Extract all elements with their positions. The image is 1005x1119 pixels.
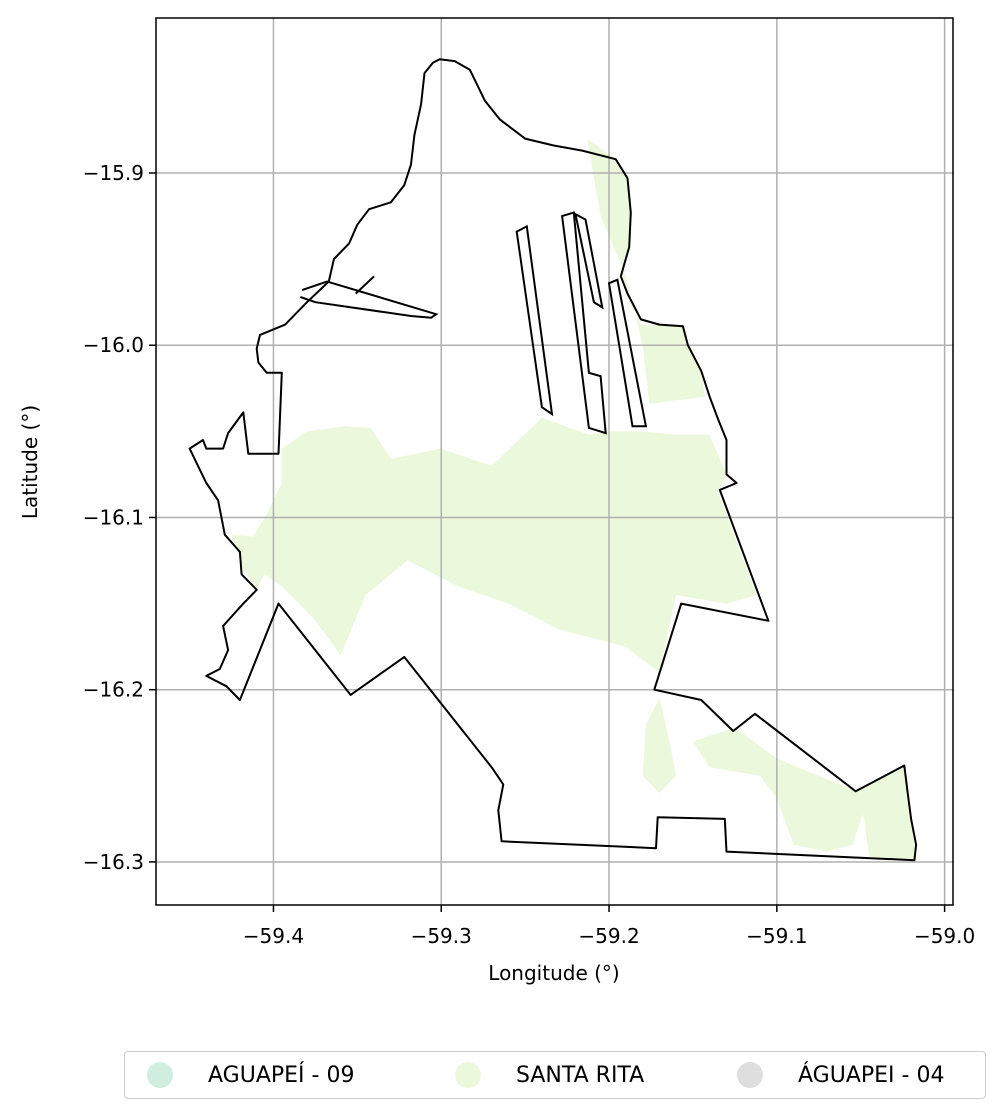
- x-tick-label-0: −59.4: [243, 924, 304, 948]
- y-tick-label-4: −16.3: [83, 850, 144, 874]
- y-tick-label-0: −15.9: [83, 161, 144, 185]
- legend-marker-aguapei-09: [147, 1062, 173, 1088]
- legend-label-santa-rita: SANTA RITA: [516, 1062, 645, 1088]
- parcel-strip-3: [607, 278, 648, 428]
- santa-rita-region-1: [587, 138, 705, 404]
- legend-item-santa-rita: SANTA RITA: [455, 1052, 644, 1098]
- x-tick-label-4: −59.0: [914, 924, 975, 948]
- parcel-strip-0: [515, 224, 554, 417]
- y-tick-label-1: −16.0: [83, 333, 144, 357]
- x-axis-label: Longitude (°): [488, 961, 619, 985]
- legend-marker-aguapei-04: [737, 1062, 763, 1088]
- santa-rita-region-5: [231, 534, 274, 590]
- legend-marker-santa-rita: [455, 1062, 481, 1088]
- legend-label-aguapei-04: ÁGUAPEI - 04: [798, 1062, 945, 1088]
- legend-item-aguapei-09: AGUAPEÍ - 09: [147, 1052, 354, 1098]
- municipality-boundary: [188, 58, 918, 862]
- parcel-line-0: [299, 280, 439, 319]
- santa-rita-region-2: [692, 727, 870, 852]
- axis-ticks: −59.4 −59.3 −59.2 −59.1 −59.0 −15.9 −16.0 −16.1…: [83, 161, 976, 948]
- parcel-strip-1: [561, 211, 607, 435]
- y-axis-label: Latitude (°): [18, 405, 42, 519]
- santa-rita-fill-layer: [231, 138, 917, 861]
- legend: AGUAPEÍ - 09 SANTA RITA ÁGUAPEI - 04: [124, 1051, 986, 1099]
- x-tick-label-1: −59.3: [411, 924, 472, 948]
- x-tick-label-3: −59.1: [746, 924, 807, 948]
- parcel-line-1: [355, 275, 375, 295]
- x-tick-label-2: −59.2: [578, 924, 639, 948]
- plot-frame-border: [155, 17, 954, 906]
- map-figure: −59.4 −59.3 −59.2 −59.1 −59.0 −15.9 −16.0 −16.1…: [18, 17, 976, 985]
- boundary-outline-layer: [188, 58, 918, 862]
- y-tick-label-2: −16.1: [83, 505, 144, 529]
- legend-item-aguapei-04: ÁGUAPEI - 04: [737, 1052, 944, 1098]
- parcel-strip-2: [574, 212, 604, 310]
- grid-lines: [156, 18, 953, 905]
- santa-rita-region-0: [248, 417, 757, 673]
- santa-rita-region-4: [642, 698, 677, 793]
- y-tick-label-3: −16.2: [83, 678, 144, 702]
- legend-label-aguapei-09: AGUAPEÍ - 09: [208, 1062, 355, 1088]
- santa-rita-region-3: [855, 765, 917, 861]
